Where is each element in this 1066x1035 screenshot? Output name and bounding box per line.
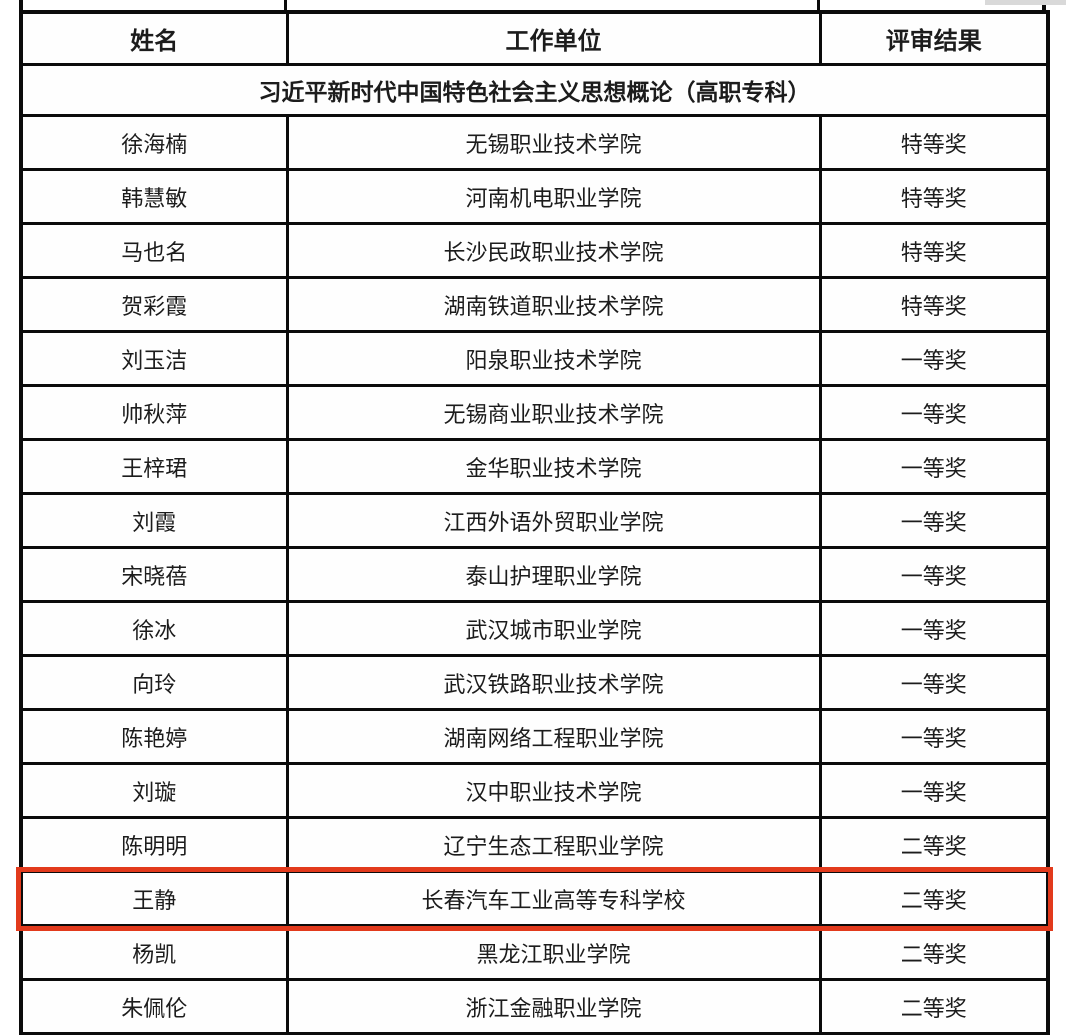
table-row: 徐冰 武汉城市职业学院 一等奖 <box>19 600 1050 657</box>
section-row: 习近平新时代中国特色社会主义思想概论（高职专科） <box>19 63 1050 117</box>
cell-result: 一等奖 <box>818 546 1050 603</box>
cell-unit: 武汉铁路职业技术学院 <box>285 654 822 711</box>
table-row: 刘霞 江西外语外贸职业学院 一等奖 <box>19 492 1050 549</box>
table-row: 贺彩霞 湖南铁道职业技术学院 特等奖 <box>19 276 1050 333</box>
cell-result: 特等奖 <box>818 222 1050 279</box>
cell-name: 徐海楠 <box>19 114 289 171</box>
cell-unit: 长沙民政职业技术学院 <box>285 222 822 279</box>
table-row: 宋晓蓓 泰山护理职业学院 一等奖 <box>19 546 1050 603</box>
table-row: 杨凯 黑龙江职业学院 二等奖 <box>19 924 1050 981</box>
cell-name: 王梓珺 <box>19 438 289 495</box>
cell-result: 一等奖 <box>818 762 1050 819</box>
cell-name: 陈艳婷 <box>19 708 289 765</box>
crop-artifact-divider2-stub <box>817 0 820 12</box>
results-table-body: 习近平新时代中国特色社会主义思想概论（高职专科） 徐海楠 无锡职业技术学院 特等奖韩… <box>16 63 1053 1035</box>
table-row: 马也名 长沙民政职业技术学院 特等奖 <box>19 222 1050 279</box>
cell-name: 王静 <box>19 870 289 927</box>
cell-name: 陈明明 <box>19 816 289 873</box>
cell-result: 一等奖 <box>818 600 1050 657</box>
cell-unit: 辽宁生态工程职业学院 <box>285 816 822 873</box>
table-row: 王梓珺 金华职业技术学院 一等奖 <box>19 438 1050 495</box>
table-row: 陈艳婷 湖南网络工程职业学院 一等奖 <box>19 708 1050 765</box>
cell-unit: 湖南网络工程职业学院 <box>285 708 822 765</box>
cell-name: 徐冰 <box>19 600 289 657</box>
cell-name: 向玲 <box>19 654 289 711</box>
header-cell-name: 姓名 <box>19 10 289 66</box>
table-row: 徐海楠 无锡职业技术学院 特等奖 <box>19 114 1050 171</box>
cell-name: 刘霞 <box>19 492 289 549</box>
table-row: 陈明明 辽宁生态工程职业学院 二等奖 <box>19 816 1050 873</box>
crop-artifact-gray-sliver <box>985 0 1066 5</box>
cell-unit: 河南机电职业学院 <box>285 168 822 225</box>
cell-result: 特等奖 <box>818 114 1050 171</box>
table-row: 刘玉洁 阳泉职业技术学院 一等奖 <box>19 330 1050 387</box>
cell-result: 一等奖 <box>818 492 1050 549</box>
table-row: 韩慧敏 河南机电职业学院 特等奖 <box>19 168 1050 225</box>
crop-artifact-left-border-stub <box>19 0 23 12</box>
cell-unit: 阳泉职业技术学院 <box>285 330 822 387</box>
header-row: 姓名 工作单位 评审结果 <box>19 10 1050 66</box>
cell-unit: 湖南铁道职业技术学院 <box>285 276 822 333</box>
cell-unit: 无锡职业技术学院 <box>285 114 822 171</box>
cell-name: 刘璇 <box>19 762 289 819</box>
cell-name: 贺彩霞 <box>19 276 289 333</box>
crop-artifact-divider1-stub <box>284 0 287 12</box>
cell-result: 特等奖 <box>818 276 1050 333</box>
cell-name: 帅秋萍 <box>19 384 289 441</box>
cell-unit: 江西外语外贸职业学院 <box>285 492 822 549</box>
header-cell-unit: 工作单位 <box>285 10 822 66</box>
cell-name: 朱佩伦 <box>19 978 289 1035</box>
table-row: 帅秋萍 无锡商业职业技术学院 一等奖 <box>19 384 1050 441</box>
cell-result: 二等奖 <box>818 978 1050 1035</box>
cell-name: 刘玉洁 <box>19 330 289 387</box>
results-table: 姓名 工作单位 评审结果 习近平新时代中国特色社会主义思想概论（高职专科） 徐海… <box>16 10 1053 1035</box>
cell-unit: 长春汽车工业高等专科学校 <box>285 870 822 927</box>
crop-artifact-right-border-stub <box>1042 0 1046 12</box>
cell-result: 一等奖 <box>818 438 1050 495</box>
cell-result: 二等奖 <box>818 870 1050 927</box>
cell-unit: 金华职业技术学院 <box>285 438 822 495</box>
cell-unit: 黑龙江职业学院 <box>285 924 822 981</box>
cell-result: 二等奖 <box>818 924 1050 981</box>
table-row: 刘璇 汉中职业技术学院 一等奖 <box>19 762 1050 819</box>
cell-unit: 泰山护理职业学院 <box>285 546 822 603</box>
results-table-container: 姓名 工作单位 评审结果 习近平新时代中国特色社会主义思想概论（高职专科） 徐海… <box>16 10 1053 1035</box>
cell-name: 杨凯 <box>19 924 289 981</box>
cell-result: 特等奖 <box>818 168 1050 225</box>
cell-name: 韩慧敏 <box>19 168 289 225</box>
cell-result: 一等奖 <box>818 330 1050 387</box>
section-title: 习近平新时代中国特色社会主义思想概论（高职专科） <box>19 63 1050 117</box>
cell-result: 一等奖 <box>818 708 1050 765</box>
cell-name: 宋晓蓓 <box>19 546 289 603</box>
table-row: 朱佩伦 浙江金融职业学院 二等奖 <box>19 978 1050 1035</box>
cell-result: 二等奖 <box>818 816 1050 873</box>
table-row-highlighted: 王静 长春汽车工业高等专科学校 二等奖 <box>16 866 1053 931</box>
cell-unit: 武汉城市职业学院 <box>285 600 822 657</box>
cell-result: 一等奖 <box>818 384 1050 441</box>
cell-unit: 浙江金融职业学院 <box>285 978 822 1035</box>
header-cell-result: 评审结果 <box>818 10 1050 66</box>
cell-unit: 无锡商业职业技术学院 <box>285 384 822 441</box>
cell-result: 一等奖 <box>818 654 1050 711</box>
cell-name: 马也名 <box>19 222 289 279</box>
table-row: 向玲 武汉铁路职业技术学院 一等奖 <box>19 654 1050 711</box>
cell-unit: 汉中职业技术学院 <box>285 762 822 819</box>
